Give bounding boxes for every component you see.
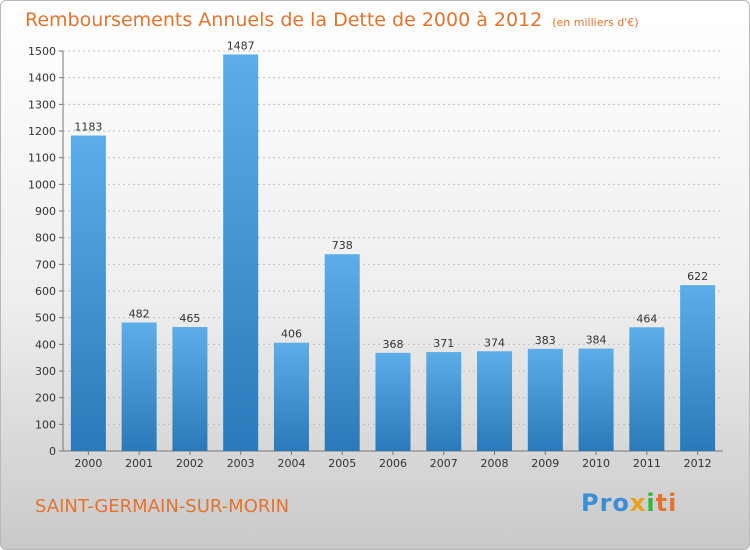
x-tick-label-2007: 2007	[430, 457, 458, 470]
data-label-2009: 383	[535, 334, 556, 347]
x-tick-label-2009: 2009	[531, 457, 559, 470]
x-tick-label-2010: 2010	[582, 457, 610, 470]
data-label-2010: 384	[586, 334, 607, 347]
y-tick-label: 1000	[28, 178, 56, 191]
bar-2005	[324, 254, 360, 451]
y-tick-label: 700	[35, 258, 56, 271]
bar-2009	[527, 348, 563, 451]
data-label-2002: 465	[179, 312, 200, 325]
y-tick-label: 500	[35, 312, 56, 325]
bar-2007	[426, 352, 462, 451]
bar-2004	[273, 342, 309, 451]
y-tick-label: 400	[35, 338, 56, 351]
y-tick-label: 1200	[28, 125, 56, 138]
x-tick-label-2004: 2004	[277, 457, 305, 470]
data-label-2004: 406	[281, 328, 302, 341]
y-tick-label: 200	[35, 392, 56, 405]
x-tick-label-2005: 2005	[328, 457, 356, 470]
y-tick-label: 0	[49, 445, 56, 458]
data-label-2001: 482	[129, 307, 150, 320]
data-label-2011: 464	[636, 312, 657, 325]
y-tick-label: 600	[35, 285, 56, 298]
bar-2002	[172, 327, 208, 451]
x-tick-label-2003: 2003	[227, 457, 255, 470]
x-tick-label-2012: 2012	[684, 457, 712, 470]
bar-2008	[477, 351, 513, 451]
commune-name: SAINT-GERMAIN-SUR-MORIN	[35, 496, 290, 517]
y-tick-label: 100	[35, 418, 56, 431]
bar-2006	[375, 352, 411, 451]
bar-2001	[121, 322, 157, 451]
y-tick-label: 1100	[28, 152, 56, 165]
x-tick-label-2011: 2011	[633, 457, 661, 470]
data-label-2008: 374	[484, 336, 505, 349]
bar-2012	[680, 285, 716, 451]
x-tick-label-2000: 2000	[74, 457, 102, 470]
data-label-2003: 1487	[227, 39, 255, 52]
bar-2003	[223, 54, 259, 451]
proxiti-logo: Proxiti	[581, 489, 678, 517]
chart-title-text: Remboursements Annuels de la Dette de 20…	[25, 9, 543, 31]
chart-unit: (en milliers d'€)	[552, 16, 639, 29]
data-label-2005: 738	[332, 239, 353, 252]
x-tick-label-2001: 2001	[125, 457, 153, 470]
y-tick-label: 800	[35, 232, 56, 245]
bar-2010	[578, 348, 614, 451]
x-tick-label-2006: 2006	[379, 457, 407, 470]
x-tick-label-2008: 2008	[481, 457, 509, 470]
y-tick-label: 1400	[28, 72, 56, 85]
data-label-2006: 368	[383, 338, 404, 351]
x-tick-label-2002: 2002	[176, 457, 204, 470]
bar-2000	[70, 135, 106, 452]
data-label-2000: 1183	[74, 121, 102, 134]
y-tick-label: 1500	[28, 45, 56, 58]
data-label-2012: 622	[687, 270, 708, 283]
y-tick-label: 900	[35, 205, 56, 218]
y-tick-label: 1300	[28, 98, 56, 111]
data-label-2007: 371	[433, 337, 454, 350]
chart-title: Remboursements Annuels de la Dette de 20…	[25, 9, 639, 31]
bar-2011	[629, 327, 665, 451]
y-tick-label: 300	[35, 365, 56, 378]
